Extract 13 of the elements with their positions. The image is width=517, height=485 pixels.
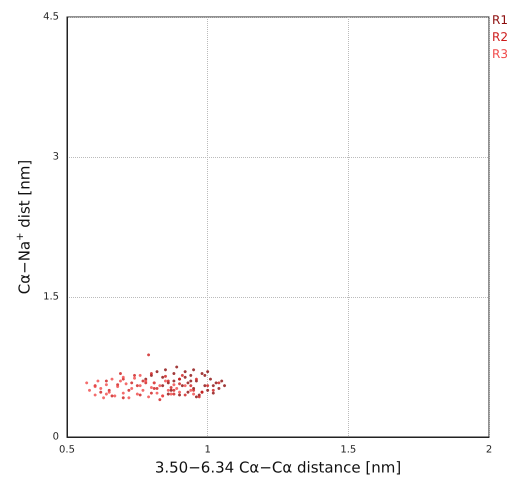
y-tick-label: 0 <box>52 432 59 442</box>
y-axis-title: Cα−Na+ dist [nm] <box>15 160 34 294</box>
x-tick-label: 2 <box>486 444 492 456</box>
text: R1 <box>492 13 508 27</box>
y-tick-label: 4.5 <box>43 12 59 22</box>
y-tick-label: 1.5 <box>43 292 59 302</box>
x-tick-label: 0.5 <box>59 444 75 456</box>
x-axis-title: 3.50−6.34 Cα−Cα distance [nm] <box>154 458 402 476</box>
text: R3 <box>492 47 508 61</box>
y-tick-label: 3 <box>52 152 59 162</box>
x-tick-label: 1.5 <box>340 444 356 456</box>
x-tick-label: 1 <box>204 444 211 456</box>
text: R2 <box>492 30 508 44</box>
